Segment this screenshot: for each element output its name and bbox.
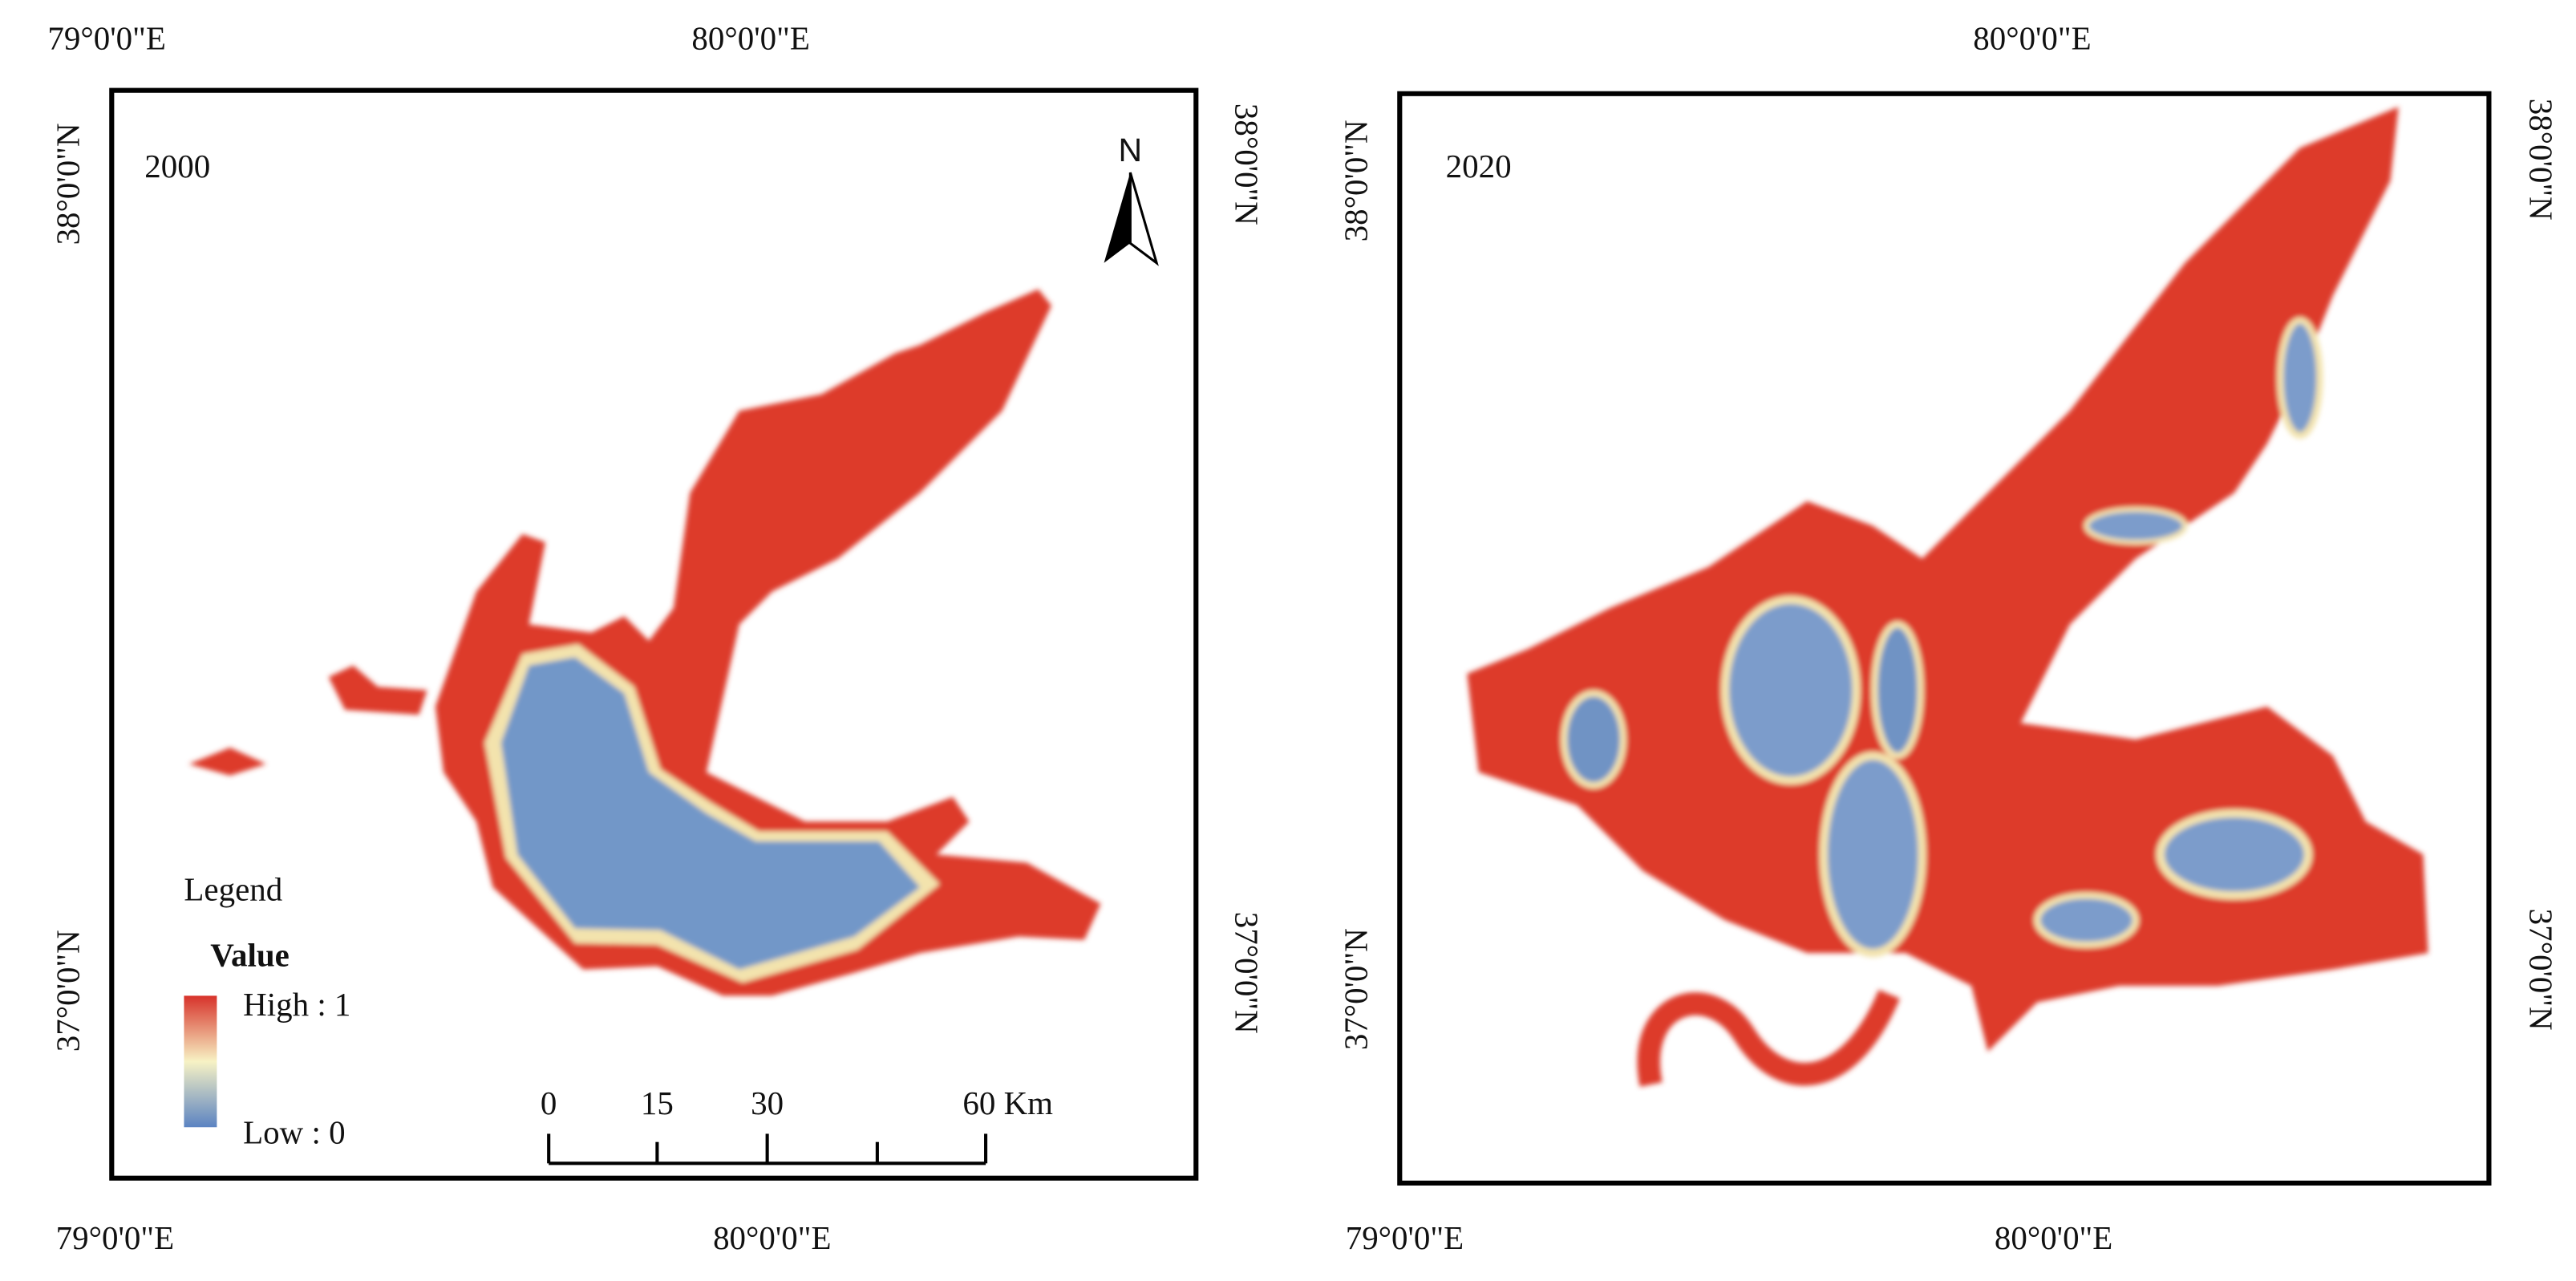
scale-label: 30: [751, 1084, 784, 1121]
north-arrow-label: N: [1119, 132, 1143, 168]
coord-label: 79°0'0"E: [56, 1219, 174, 1256]
panel-label: 2020: [1446, 148, 1512, 184]
panel-label: 2000: [144, 148, 210, 184]
raster-2020: [1467, 107, 2428, 1087]
coord-label: 37°0'0"N: [2523, 909, 2560, 1031]
coord-label: 38°0'0"N: [2523, 99, 2560, 221]
raster-2000: [188, 289, 1101, 996]
scale-label: 0: [541, 1084, 557, 1121]
coord-label: 80°0'0"E: [691, 19, 809, 56]
legend-high: High : 1: [243, 986, 350, 1023]
coord-label: 80°0'0"E: [1995, 1219, 2112, 1256]
coord-label: 80°0'0"E: [713, 1219, 831, 1256]
coord-label: 38°0'0"N: [1337, 120, 1374, 241]
scale-label: 60 Km: [962, 1084, 1053, 1121]
scale-bar: [547, 1133, 988, 1165]
coord-label: 38°0'0"N: [49, 123, 86, 245]
coord-label: 37°0'0"N: [1228, 912, 1265, 1034]
north-arrow: [1104, 172, 1131, 263]
coord-label: 80°0'0"E: [1973, 19, 2091, 56]
coord-label: 79°0'0"E: [1346, 1219, 1464, 1256]
legend-ramp: [184, 995, 217, 1128]
legend-field: Value: [210, 937, 290, 974]
scale-label: 15: [641, 1084, 674, 1121]
coord-label: 37°0'0"N: [49, 930, 86, 1052]
north-arrow: [1128, 172, 1159, 266]
coord-label: 38°0'0"N: [1228, 103, 1265, 225]
legend-low: Low : 0: [243, 1114, 345, 1151]
coord-label: 37°0'0"N: [1337, 928, 1374, 1050]
legend-title: Legend: [184, 871, 282, 908]
coord-label: 79°0'0"E: [47, 19, 165, 56]
